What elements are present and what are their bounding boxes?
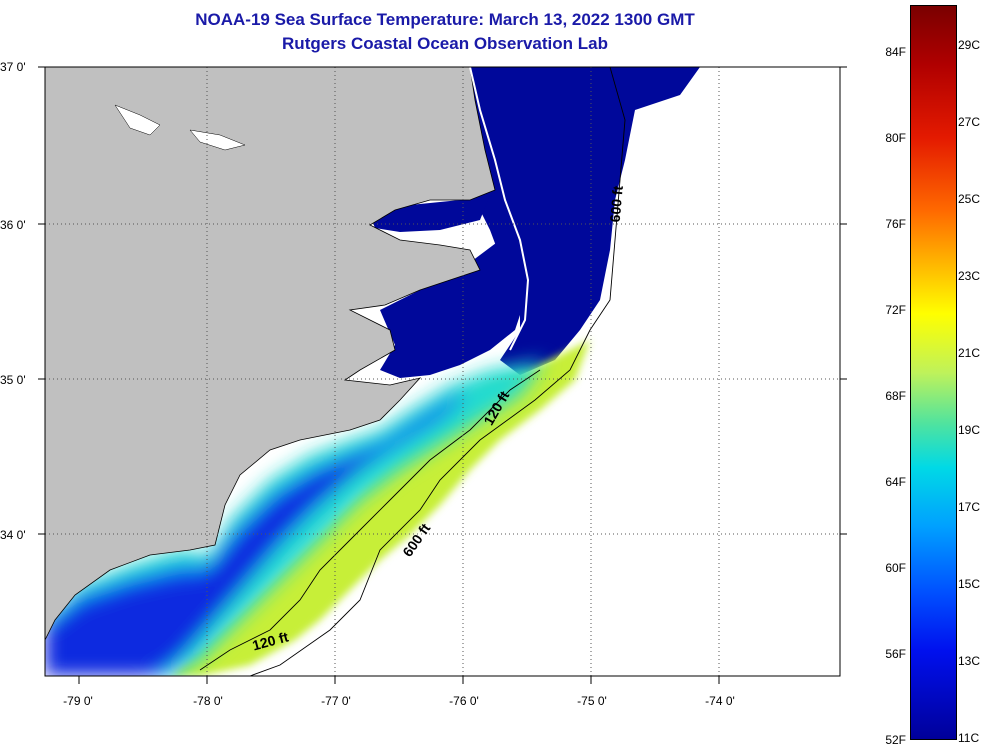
f-label-84: 84F <box>885 45 906 59</box>
lon-label-74: -74 0' <box>705 694 735 708</box>
contour-600ft <box>249 67 626 676</box>
contour-120ft <box>199 369 541 671</box>
f-label-56: 56F <box>885 647 906 661</box>
lon-label-77: -77 0' <box>321 694 351 708</box>
c-label-29: 29C <box>958 38 981 52</box>
c-label-23: 23C <box>958 269 981 283</box>
lat-label-37: 37 0' <box>0 60 26 74</box>
contour-label-600ft-north: 600 ft <box>606 185 626 223</box>
pamlico-sound <box>380 240 525 378</box>
c-label-27: 27C <box>958 115 981 129</box>
warm-water-band <box>170 340 590 676</box>
c-label-13: 13C <box>958 654 981 668</box>
c-label-11: 11C <box>958 731 980 745</box>
lon-label-75: -75 0' <box>577 694 607 708</box>
lon-label-76: -76 0' <box>449 694 479 708</box>
lon-label-78: -78 0' <box>193 694 223 708</box>
albemarle-sound <box>370 195 490 232</box>
lat-label-34: 34 0' <box>0 528 26 542</box>
lon-label-79: -79 0' <box>63 694 93 708</box>
f-label-64: 64F <box>885 475 906 489</box>
lat-label-35: 35 0' <box>0 373 26 387</box>
f-label-72: 72F <box>885 303 906 317</box>
c-label-25: 25C <box>958 192 981 206</box>
map-title: NOAA-19 Sea Surface Temperature: March 1… <box>195 10 695 29</box>
map-subtitle: Rutgers Coastal Ocean Observation Lab <box>282 34 608 53</box>
f-label-76: 76F <box>885 217 906 231</box>
temperature-colorbar <box>910 5 957 740</box>
c-label-19: 19C <box>958 423 981 437</box>
c-label-21: 21C <box>958 346 981 360</box>
f-label-52: 52F <box>885 733 906 747</box>
c-label-17: 17C <box>958 500 981 514</box>
f-label-68: 68F <box>885 389 906 403</box>
lat-label-36: 36 0' <box>0 218 26 232</box>
northern-cold-water <box>450 67 700 375</box>
c-label-15: 15C <box>958 577 981 591</box>
f-label-60: 60F <box>885 561 906 575</box>
land <box>45 67 496 641</box>
f-label-80: 80F <box>885 131 906 145</box>
